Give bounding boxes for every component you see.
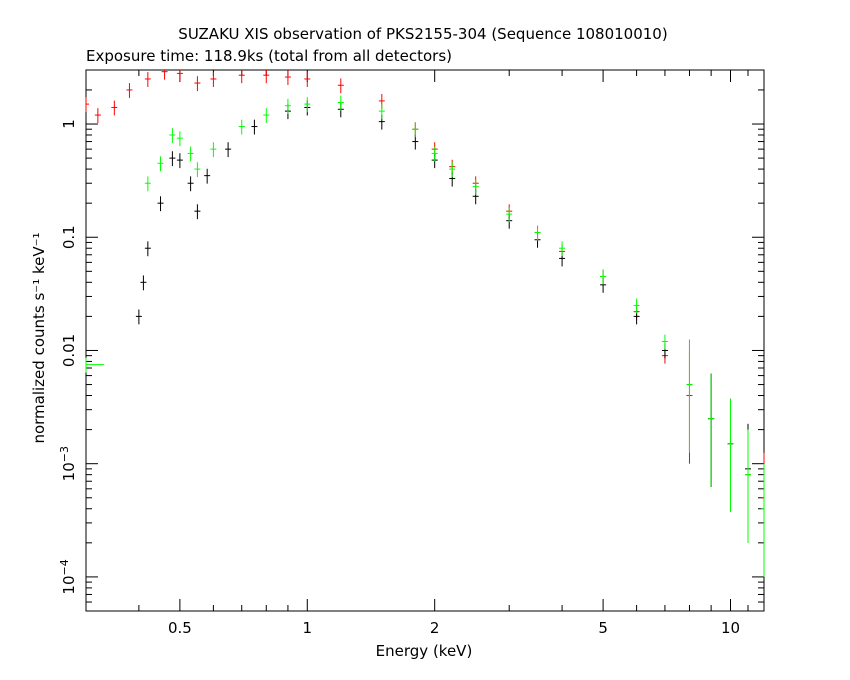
data-point [176,131,183,147]
data-point [85,97,89,113]
data-point [337,78,344,94]
series-2 [85,95,765,577]
x-tick-label: 0.5 [168,619,192,637]
series-1 [135,100,752,538]
data-point [157,156,164,172]
data-point [559,241,566,257]
data-point [144,241,151,257]
data-point [633,298,640,314]
y-tick-label: 10−3 [58,446,78,481]
x-tick-label: 1 [303,619,313,637]
data-point [431,146,438,162]
y-tick-label: 0.1 [60,225,78,249]
data-point [708,373,715,487]
data-point [140,275,147,291]
data-point [449,162,456,178]
data-point [161,70,168,80]
data-point [661,334,668,350]
data-point [686,339,693,453]
data-point [727,398,734,512]
data-point [144,72,151,87]
data-point [263,108,270,124]
data-point [210,142,217,158]
data-point [284,98,291,114]
data-point [472,179,479,195]
data-point [194,162,201,178]
data-point [534,225,541,241]
data-point [304,97,311,113]
x-tick-label: 10 [721,619,740,637]
y-tick-label: 1 [60,119,78,129]
chart-subtitle: Exposure time: 118.9ks (total from all d… [86,47,452,65]
data-point [412,122,419,138]
data-point [111,100,118,116]
data-point [251,119,258,135]
data-point [304,72,311,87]
data-point [176,70,183,82]
data-point [225,142,232,158]
data-point [238,119,245,135]
data-point [94,108,101,124]
data-point [204,168,211,184]
data-point [194,76,201,92]
data-point [263,70,270,84]
y-axis-label: normalized counts s⁻¹ keV⁻¹ [30,232,48,443]
y-tick-base: 10 [60,462,78,481]
plot-frame [85,69,765,612]
x-axis-label: Energy (keV) [376,642,473,660]
y-tick-exponent: −3 [58,446,71,462]
series-0 [85,70,765,566]
data-point [506,207,513,223]
data-point [135,309,142,325]
data-point [169,151,176,167]
y-tick-label: 0.01 [60,334,78,367]
chart-title: SUZAKU XIS observation of PKS2155-304 (S… [178,25,667,43]
x-tick-label: 2 [430,619,440,637]
data-point [176,153,183,169]
y-tick-label: 10−4 [58,559,78,594]
data-points [85,70,765,577]
data-point [284,70,291,86]
data-point [126,83,133,98]
data-point [157,196,164,212]
y-tick-exponent: −4 [58,559,71,575]
data-point [85,357,104,373]
data-point [187,146,194,162]
data-point [378,104,385,120]
data-point [600,269,607,285]
data-point [337,95,344,111]
y-tick-base: 10 [60,575,78,594]
data-point [238,70,245,84]
x-tick-label: 5 [598,619,608,637]
data-point [169,128,176,143]
data-point [144,176,151,192]
data-point [210,72,217,87]
data-point [194,204,201,220]
data-point [745,429,752,543]
data-point [187,176,194,192]
data-point [761,463,765,577]
